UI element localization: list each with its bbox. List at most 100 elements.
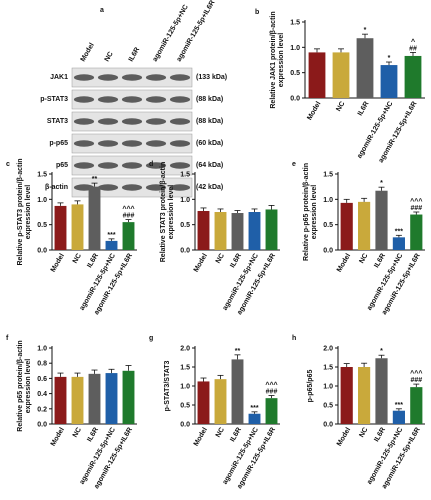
y-tick-label: 1.0 [323, 197, 333, 204]
y-tick-label: 0.5 [37, 222, 47, 229]
bar [71, 204, 84, 250]
significance-label: ### [266, 389, 278, 396]
blot-band [169, 140, 191, 147]
blot-size-label: (64 kDa) [196, 162, 223, 169]
blot-band [121, 184, 143, 191]
bar [358, 367, 371, 424]
y-tick-label: 0.0 [323, 422, 333, 429]
bar [410, 214, 423, 250]
y-tick-label: 1.0 [323, 384, 333, 391]
bar [231, 213, 244, 250]
panel-letter: h [292, 335, 296, 342]
x-tick-label: Model [50, 252, 66, 273]
bar [122, 370, 135, 424]
panel-letter: c [6, 161, 10, 168]
panel-letter: g [149, 335, 153, 342]
y-tick-label: 1.5 [323, 365, 333, 372]
significance-label: ## [409, 45, 417, 52]
y-axis-label: Relative p-p65 protein/β-actin [303, 163, 310, 261]
y-axis-label: Relative p-STAT3 protein/β-actin [17, 158, 24, 265]
blot-size-label: (88 kDa) [196, 118, 223, 125]
blot-column-label: IL6R [128, 46, 142, 63]
x-tick-label: IL6R [86, 253, 100, 270]
y-tick-label: 0.6 [37, 376, 47, 383]
blot-band [145, 74, 167, 81]
y-axis-label: expression level [25, 185, 32, 240]
blot-band [145, 140, 167, 147]
y-tick-label: 0.0 [180, 248, 190, 255]
y-tick-label: 0.4 [37, 391, 47, 398]
panel-letter: d [149, 161, 153, 168]
y-tick-label: 2.0 [323, 346, 333, 353]
x-tick-label: NC [358, 253, 369, 265]
blot-row-label: β-actin [45, 184, 68, 191]
y-axis-label: expression level [168, 185, 175, 240]
bar [410, 387, 423, 424]
bar [197, 210, 210, 250]
x-tick-label: Model [193, 426, 209, 447]
panel-letter: a [100, 7, 104, 14]
bar [404, 55, 422, 98]
bar [54, 205, 67, 250]
blot-row-label: JAK1 [50, 74, 68, 81]
significance-label: *** [395, 402, 403, 409]
significance-label: ** [235, 348, 241, 355]
x-tick-label: Model [336, 426, 352, 447]
bar [375, 190, 388, 250]
blot-band [121, 162, 143, 169]
bar [308, 52, 326, 98]
y-axis-label: expression level [311, 185, 318, 240]
blot-band [169, 96, 191, 103]
y-tick-label: 1.5 [290, 20, 300, 27]
blot-column-label: NC [104, 51, 115, 63]
blot-band [73, 74, 95, 81]
y-axis-label: expression level [25, 359, 32, 414]
y-tick-label: 1.0 [180, 384, 190, 391]
panel-letter: e [292, 161, 296, 168]
bar [375, 358, 388, 424]
significance-label: ^^^ [265, 381, 277, 389]
blot-band [73, 118, 95, 125]
significance-label: *** [250, 405, 258, 412]
y-axis-label: Relative p65 protein/β-actin [17, 340, 24, 431]
bar [265, 209, 278, 250]
bar [248, 212, 261, 250]
bar [358, 201, 371, 250]
blot-band [145, 96, 167, 103]
bar [340, 202, 353, 250]
blot-band [169, 118, 191, 125]
blot-size-label: (88 kDa) [196, 96, 223, 103]
blot-band [73, 162, 95, 169]
y-tick-label: 0.5 [323, 222, 333, 229]
blot-band [145, 162, 167, 169]
y-tick-label: 0.0 [37, 422, 47, 429]
bar [392, 410, 405, 424]
bar [54, 376, 67, 424]
bar [214, 212, 227, 250]
bar [332, 52, 350, 98]
y-tick-label: 0.8 [37, 361, 47, 368]
blot-size-label: (42 kDa) [196, 184, 223, 191]
y-tick-label: 1.0 [290, 45, 300, 52]
x-tick-label: Model [50, 426, 66, 447]
blot-row-label: STAT3 [47, 118, 68, 125]
blot-row-label: p65 [56, 162, 68, 169]
y-tick-label: 0.2 [37, 406, 47, 413]
blot-band [97, 74, 119, 81]
bar [340, 367, 353, 424]
x-tick-label: NC [335, 101, 346, 113]
blot-band [145, 184, 167, 191]
bar [380, 65, 398, 98]
y-tick-label: 0.5 [290, 70, 300, 77]
x-tick-label: NC [215, 427, 226, 439]
blot-row-label: p-p65 [49, 140, 68, 147]
blot-band [121, 74, 143, 81]
blot-band [73, 140, 95, 147]
blot-size-label: (60 kDa) [196, 140, 223, 147]
bar [197, 381, 210, 424]
y-tick-label: 0.0 [180, 422, 190, 429]
y-tick-label: 0.0 [290, 96, 300, 103]
blot-size-label: (133 kDa) [196, 74, 227, 81]
blot-band [121, 96, 143, 103]
